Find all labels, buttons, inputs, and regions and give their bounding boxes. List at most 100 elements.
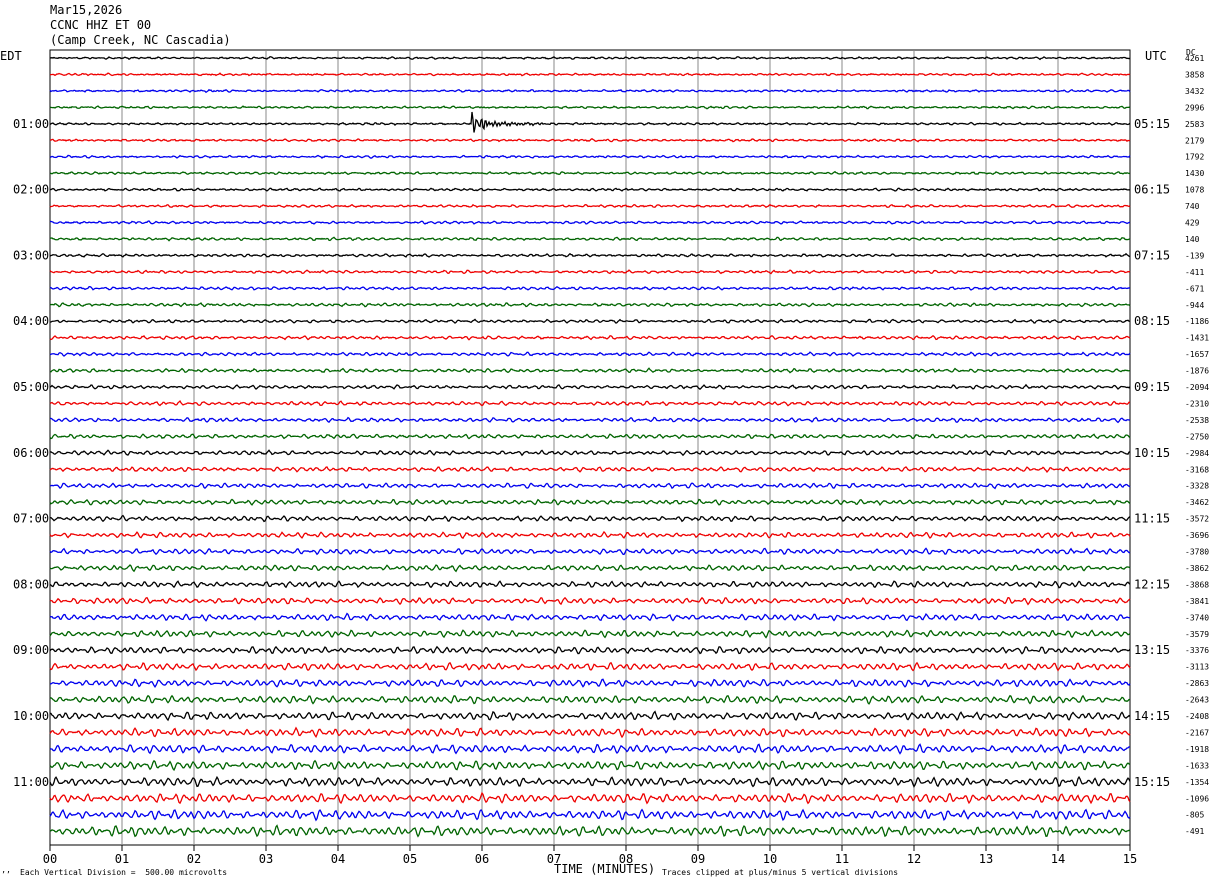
dc-offset-label: -2863 <box>1185 679 1209 688</box>
plot-frame <box>49 49 1131 846</box>
dc-offset-label: -805 <box>1185 811 1204 820</box>
dc-offset-label: -411 <box>1185 268 1204 277</box>
dc-offset-label: -3841 <box>1185 597 1209 606</box>
right-hour-label: 08:15 <box>1134 314 1170 328</box>
right-hour-label: 12:15 <box>1134 577 1170 591</box>
dc-offset-header: DC <box>1186 48 1196 57</box>
dc-offset-label: -2167 <box>1185 728 1209 737</box>
x-tick-label: 14 <box>1051 852 1065 866</box>
seismic-trace <box>49 252 1131 258</box>
left-hour-label: 01:00 <box>13 117 49 131</box>
seismic-trace <box>49 564 1131 573</box>
dc-offset-label: 2583 <box>1185 120 1204 129</box>
station-code: CCNC HHZ ET 00 <box>50 18 152 32</box>
x-tick-label: 12 <box>907 852 921 866</box>
dc-offset-label: -944 <box>1185 301 1204 310</box>
dc-offset-label: -3696 <box>1185 531 1209 540</box>
chart-date: Mar15,2026 <box>50 3 123 17</box>
dc-offset-label: -1186 <box>1185 317 1209 326</box>
seismic-trace <box>49 269 1131 275</box>
dc-offset-label: -2643 <box>1185 696 1209 705</box>
left-hour-label: 03:00 <box>13 248 49 262</box>
seismic-trace <box>49 400 1131 407</box>
left-hour-label: 05:00 <box>13 380 49 394</box>
dc-offset-label: 2179 <box>1185 136 1204 145</box>
dc-offset-label: -671 <box>1185 284 1204 293</box>
dc-offset-label: 1078 <box>1185 186 1204 195</box>
seismic-trace <box>49 775 1131 788</box>
seismic-trace <box>49 154 1131 160</box>
seismic-trace <box>49 334 1131 341</box>
seismic-trace <box>49 661 1131 672</box>
seismic-trace <box>49 759 1131 772</box>
dc-offset-label: -3168 <box>1185 465 1209 474</box>
station-location: (Camp Creek, NC Cascadia) <box>50 33 231 47</box>
dc-offset-label: 3858 <box>1185 70 1204 79</box>
seismic-trace <box>49 514 1131 523</box>
seismic-trace <box>49 808 1131 822</box>
seismic-trace <box>49 416 1131 424</box>
dc-offset-label: -2094 <box>1185 383 1209 392</box>
right-hour-label: 07:15 <box>1134 248 1170 262</box>
seismic-trace <box>49 710 1131 722</box>
dc-offset-label: -3868 <box>1185 580 1209 589</box>
seismic-trace <box>49 55 1131 61</box>
seismic-trace <box>49 629 1131 639</box>
x-tick-label: 10 <box>763 852 777 866</box>
seismic-trace <box>49 170 1131 176</box>
seismic-trace <box>49 824 1131 838</box>
dc-offset-label: -139 <box>1185 251 1204 260</box>
seismic-trace <box>49 88 1131 94</box>
x-tick-label: 02 <box>187 852 201 866</box>
dc-offset-label: -3113 <box>1185 663 1209 672</box>
x-tick-label: 13 <box>979 852 993 866</box>
seismic-trace <box>49 612 1131 622</box>
corner-mark: ’’ <box>1 870 11 879</box>
dc-offset-label: -2310 <box>1185 399 1209 408</box>
x-tick-label: 11 <box>835 852 849 866</box>
vertical-scale-note: Each Vertical Division = 500.00 microvol… <box>20 868 228 877</box>
dc-offset-label: 3432 <box>1185 87 1204 96</box>
seismic-trace <box>49 791 1131 805</box>
seismic-trace <box>49 367 1131 374</box>
seismic-trace <box>49 743 1131 755</box>
seismic-trace <box>50 187 1131 192</box>
seismic-trace <box>49 351 1131 357</box>
x-tick-label: 09 <box>691 852 705 866</box>
x-tick-label: 08 <box>619 852 633 866</box>
dc-offset-label: -1918 <box>1185 745 1209 754</box>
left-hour-label: 06:00 <box>13 446 49 460</box>
seismic-trace <box>49 111 1131 133</box>
seismic-trace <box>49 236 1131 242</box>
dc-offset-label: -1657 <box>1185 350 1209 359</box>
seismic-trace <box>49 203 1131 209</box>
seismic-trace <box>49 596 1131 606</box>
x-tick-label: 15 <box>1123 852 1137 866</box>
left-hour-label: 04:00 <box>13 314 49 328</box>
seismic-trace <box>49 302 1131 308</box>
seismic-trace <box>49 105 1131 110</box>
dc-offset-label: -3780 <box>1185 548 1209 557</box>
seismic-trace <box>49 678 1131 689</box>
dc-offset-label: 1792 <box>1185 153 1204 162</box>
right-hour-label: 14:15 <box>1134 709 1170 723</box>
seismic-trace <box>49 530 1131 539</box>
dc-offset-label: 2996 <box>1185 103 1204 112</box>
seismic-trace <box>49 645 1131 655</box>
seismic-trace <box>49 498 1131 506</box>
seismic-trace <box>49 580 1131 589</box>
x-tick-label: 06 <box>475 852 489 866</box>
seismic-trace <box>49 138 1131 143</box>
dc-offset-label: -2750 <box>1185 432 1209 441</box>
x-tick-label: 04 <box>331 852 345 866</box>
right-hour-label: 15:15 <box>1134 775 1170 789</box>
dc-offset-label: -491 <box>1185 827 1204 836</box>
left-hour-label: 10:00 <box>13 709 49 723</box>
dc-offset-label: -3376 <box>1185 646 1209 655</box>
dc-offset-label: -1876 <box>1185 367 1209 376</box>
dc-offset-label: -3462 <box>1185 498 1209 507</box>
clip-note: Traces clipped at plus/minus 5 vertical … <box>662 868 899 877</box>
dc-offset-label: -1431 <box>1185 334 1209 343</box>
dc-offset-label: 429 <box>1185 219 1200 228</box>
